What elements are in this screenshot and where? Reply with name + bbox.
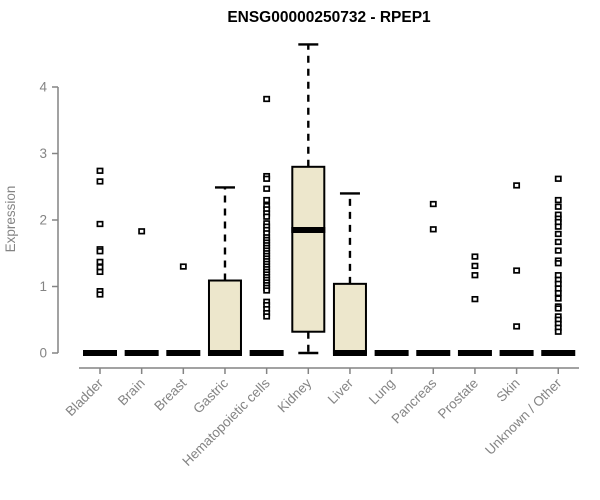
outlier-point (471, 272, 479, 279)
outlier-point (471, 253, 479, 260)
outlier-point (263, 313, 271, 320)
outlier-point (263, 175, 271, 182)
outlier-point (96, 167, 104, 174)
x-tick-label: Gastric (190, 375, 231, 416)
outlier-point (554, 230, 562, 238)
outlier-point (96, 220, 104, 228)
outlier-point (554, 295, 562, 302)
outlier-point (513, 267, 521, 274)
y-tick-label: 4 (39, 80, 47, 95)
x-tick-label: Bladder (63, 375, 107, 419)
outlier-point (513, 323, 521, 330)
outlier-point (554, 247, 562, 254)
outlier-point (429, 226, 437, 233)
outlier-point (513, 182, 521, 189)
outlier-point (471, 262, 479, 270)
x-tick-label: Unknown / Other (482, 375, 565, 458)
outlier-point (554, 260, 562, 267)
y-tick-label: 2 (39, 213, 47, 228)
outlier-point (263, 95, 271, 103)
box-kidney (291, 165, 326, 333)
outlier-point (554, 203, 562, 210)
outlier-point (554, 328, 562, 335)
y-tick-label: 0 (39, 346, 47, 361)
outlier-point (96, 291, 104, 298)
x-tick-label: Liver (325, 375, 357, 407)
outlier-point (96, 258, 104, 266)
y-tick-label: 3 (39, 146, 47, 161)
x-tick-label: Kidney (275, 375, 315, 415)
outlier-point (554, 175, 562, 182)
outlier-point (554, 290, 562, 297)
outlier-point (263, 287, 271, 294)
box-liver (332, 282, 367, 354)
outlier-point (138, 228, 146, 235)
outlier-point (554, 196, 562, 204)
outlier-point (96, 178, 104, 185)
x-tick-label: Brain (115, 376, 148, 409)
x-tick-label: Lung (366, 376, 398, 408)
outlier-point (429, 200, 437, 208)
y-axis-label: Expression (3, 186, 18, 253)
outlier-point (263, 213, 271, 220)
x-tick-label: Prostate (435, 376, 481, 422)
x-tick-label: Breast (151, 375, 189, 413)
outlier-point (471, 295, 479, 303)
y-tick-label: 1 (39, 279, 47, 294)
outlier-point (554, 305, 562, 312)
outlier-point (554, 238, 562, 246)
outlier-point (263, 185, 271, 192)
outlier-point (263, 196, 271, 204)
outlier-point (554, 223, 562, 230)
outlier-point (179, 263, 187, 270)
box-gastric (207, 279, 242, 355)
outlier-point (96, 268, 104, 276)
outlier-point (96, 248, 104, 255)
chart-title: ENSG00000250732 - RPEP1 (227, 9, 431, 26)
x-tick-label: Pancreas (388, 375, 439, 426)
x-tick-label: Skin (494, 376, 523, 405)
